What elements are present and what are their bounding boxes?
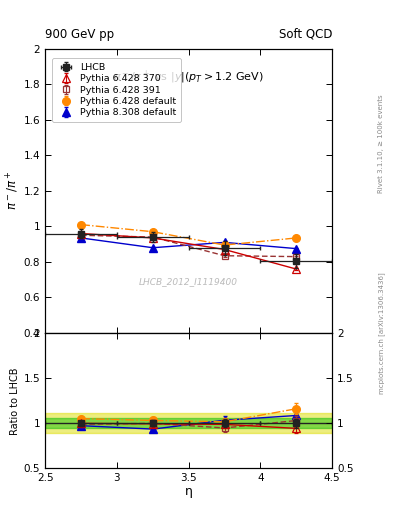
- Y-axis label: $\pi^-/\pi^+$: $\pi^-/\pi^+$: [5, 171, 21, 210]
- X-axis label: η: η: [185, 485, 193, 498]
- Text: 900 GeV pp: 900 GeV pp: [45, 28, 114, 41]
- Text: $\pi^-/\pi^+$ vs $|y|(p_T > 1.2\ \mathrm{GeV})$: $\pi^-/\pi^+$ vs $|y|(p_T > 1.2\ \mathrm…: [113, 69, 264, 86]
- Bar: [45, 413, 332, 433]
- Legend: LHCB, Pythia 6.428 370, Pythia 6.428 391, Pythia 6.428 default, Pythia 8.308 def: LHCB, Pythia 6.428 370, Pythia 6.428 391…: [52, 58, 181, 122]
- Text: Rivet 3.1.10, ≥ 100k events: Rivet 3.1.10, ≥ 100k events: [378, 94, 384, 193]
- Bar: [45, 418, 332, 429]
- Text: mcplots.cern.ch [arXiv:1306.3436]: mcplots.cern.ch [arXiv:1306.3436]: [378, 272, 385, 394]
- Text: Soft QCD: Soft QCD: [279, 28, 332, 41]
- Y-axis label: Ratio to LHCB: Ratio to LHCB: [9, 367, 20, 435]
- Text: LHCB_2012_I1119400: LHCB_2012_I1119400: [139, 278, 238, 286]
